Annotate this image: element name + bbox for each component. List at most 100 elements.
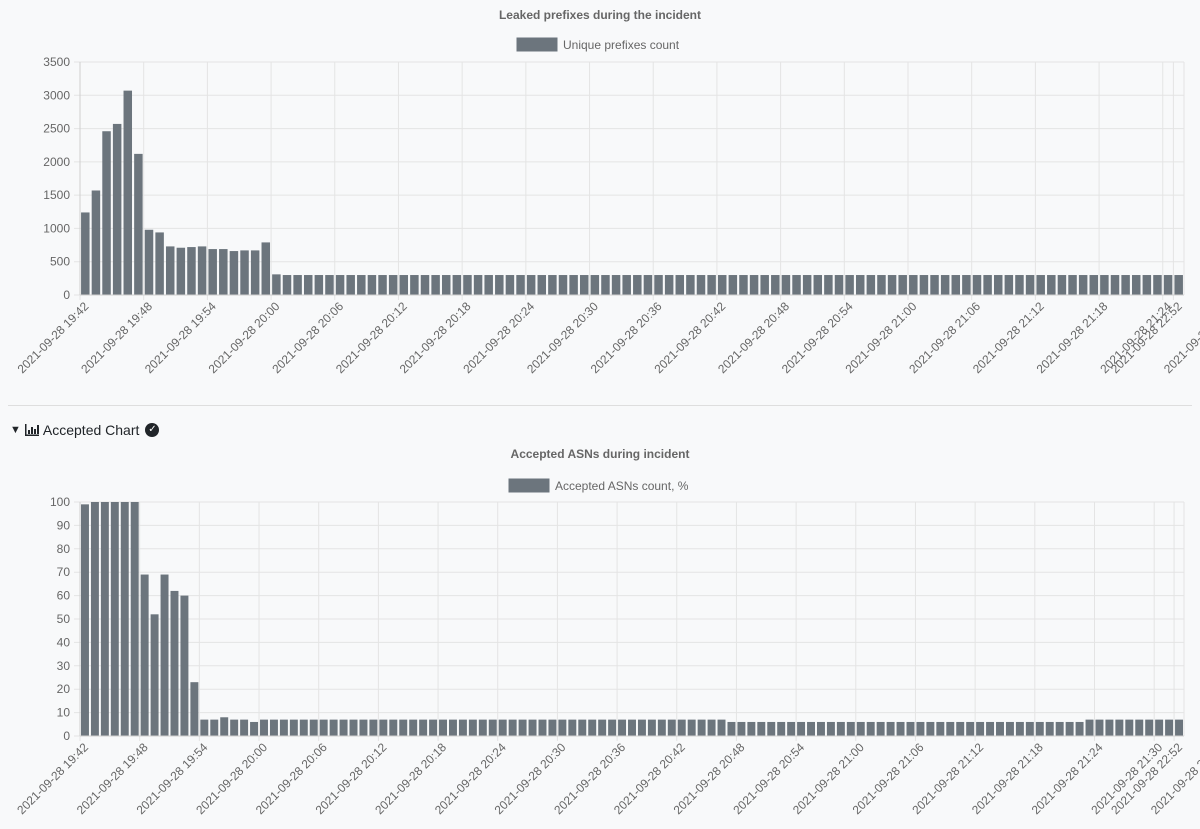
bar [548, 275, 557, 295]
bar [983, 275, 992, 295]
bar [836, 721, 845, 736]
bar [906, 721, 915, 736]
bar [431, 275, 440, 295]
bar [176, 247, 186, 295]
bar [488, 719, 497, 736]
bar [1135, 719, 1144, 736]
bar [1047, 275, 1056, 295]
bar [410, 275, 419, 295]
bar [81, 212, 90, 295]
bar [781, 275, 791, 295]
bar [160, 574, 169, 736]
bar [608, 719, 617, 736]
bar [1100, 275, 1109, 295]
legend-label: Unique prefixes count [563, 38, 680, 52]
bar [261, 242, 271, 295]
bar [622, 275, 631, 295]
bar [757, 721, 766, 736]
bar [303, 275, 313, 295]
bar [100, 502, 109, 736]
bar [458, 719, 467, 736]
bar [876, 721, 885, 736]
bar [420, 275, 430, 295]
bar [1025, 275, 1035, 295]
bar [1125, 719, 1134, 736]
bar [1145, 719, 1154, 736]
bar [1115, 719, 1124, 736]
bar [478, 719, 487, 736]
bar [846, 721, 855, 736]
bar [739, 275, 748, 295]
y-tick-label: 40 [57, 635, 71, 649]
bar [537, 275, 547, 295]
bar [654, 275, 663, 295]
bar [448, 719, 457, 736]
y-tick-label: 500 [50, 255, 70, 269]
bar [802, 275, 812, 295]
y-tick-label: 3000 [43, 88, 70, 102]
y-tick-label: 30 [57, 659, 71, 673]
bar [664, 275, 674, 295]
bar [272, 274, 281, 295]
bar [439, 719, 448, 736]
bar [269, 719, 278, 736]
bar [429, 719, 438, 736]
bar [807, 721, 816, 736]
bar [696, 275, 706, 295]
y-tick-label: 0 [63, 729, 70, 743]
bar [919, 275, 929, 295]
check-circle-icon: ✓ [145, 423, 160, 437]
bar [1036, 275, 1045, 295]
bar [123, 90, 133, 295]
bar [866, 275, 876, 295]
bar [916, 721, 925, 736]
bar [976, 721, 985, 736]
bar [144, 229, 154, 295]
bar [528, 719, 537, 736]
bar [1005, 721, 1014, 736]
bar [282, 275, 292, 295]
bar [579, 275, 589, 295]
bar [346, 275, 355, 295]
bar [208, 249, 217, 295]
bar [279, 719, 288, 736]
bar [548, 719, 557, 736]
bar [747, 721, 756, 736]
triangle-down-icon: ▼ [10, 424, 21, 436]
bar [155, 232, 164, 295]
bar [951, 275, 961, 295]
bar [473, 275, 483, 295]
bar [568, 719, 577, 736]
bar [1163, 275, 1173, 295]
bar [657, 719, 666, 736]
bar [419, 719, 428, 736]
bar [797, 721, 806, 736]
bar [686, 275, 695, 295]
bar [1175, 719, 1184, 736]
bar [856, 721, 865, 736]
bar [749, 275, 759, 295]
bar [707, 719, 716, 736]
bar [675, 275, 685, 295]
bar [578, 719, 587, 736]
bar [339, 719, 348, 736]
bar [359, 719, 368, 736]
bar [898, 275, 907, 295]
bar [1105, 719, 1114, 736]
bar [229, 251, 239, 295]
bar [190, 682, 199, 736]
y-tick-label: 80 [57, 542, 71, 556]
accepted-chart-toggle[interactable]: ▼ Accepted Chart ✓ [10, 420, 160, 440]
bar [319, 719, 328, 736]
bar [727, 721, 736, 736]
y-tick-label: 100 [50, 495, 70, 509]
y-tick-label: 2500 [43, 122, 70, 136]
bar [717, 719, 726, 736]
bar [335, 275, 345, 295]
bar [667, 719, 676, 736]
bar [293, 275, 302, 295]
bar [1095, 719, 1104, 736]
bar [637, 719, 646, 736]
bar [1165, 719, 1174, 736]
y-tick-label: 2000 [43, 155, 70, 169]
